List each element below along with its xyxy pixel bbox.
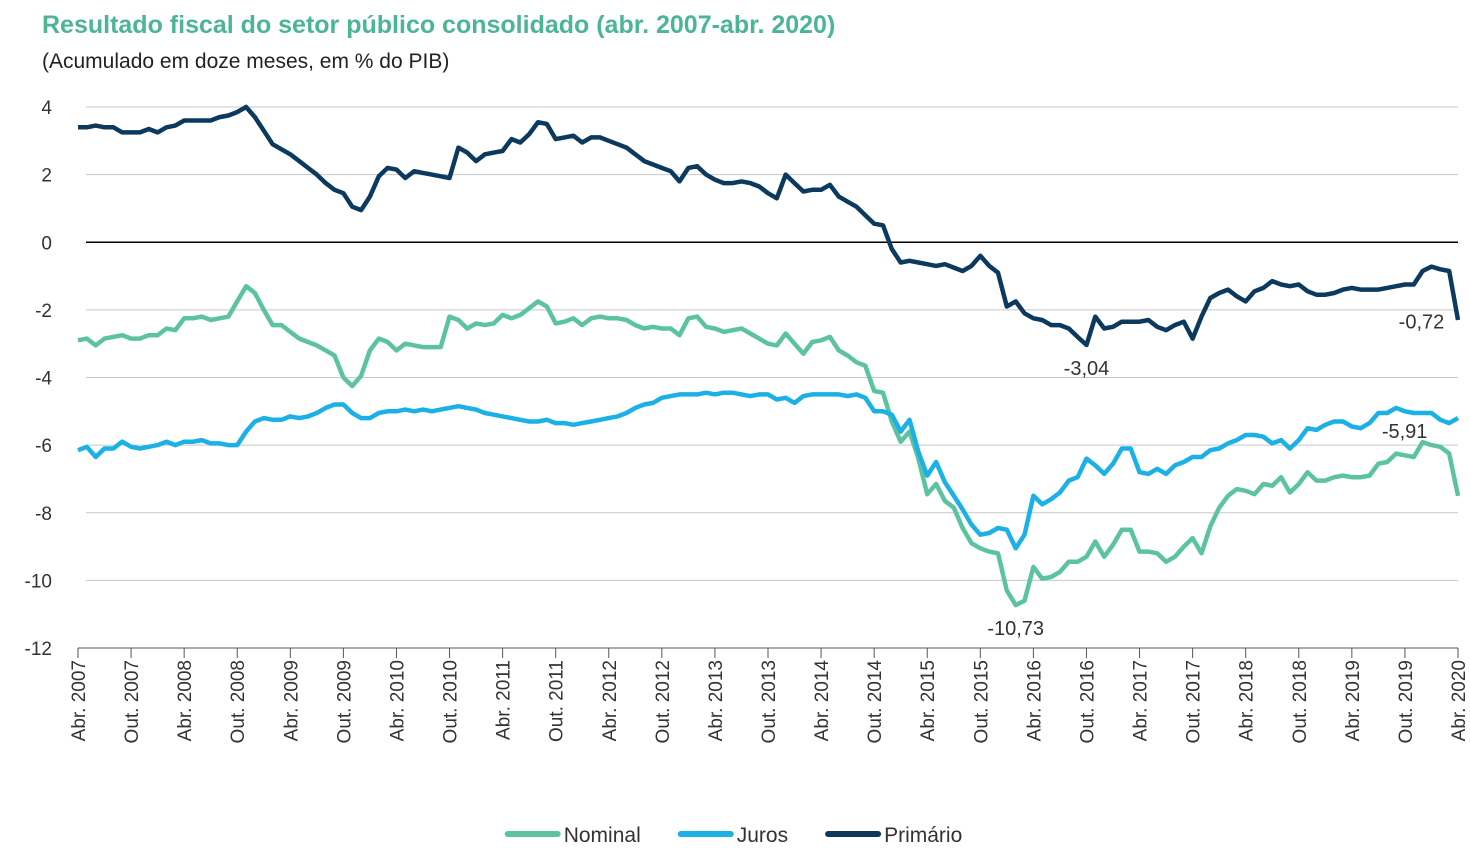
x-tick-label: Out. 2017 <box>1184 660 1205 743</box>
series-line <box>77 283 1461 608</box>
x-tick-label: Out. 2016 <box>1077 660 1098 743</box>
data-label: -3,04 <box>1064 358 1110 380</box>
x-tick-label: Abr. 2010 <box>387 660 408 741</box>
x-tick-label: Abr. 2019 <box>1343 660 1364 741</box>
y-tick-label: -12 <box>25 639 52 660</box>
x-tick-label: Out. 2007 <box>122 660 143 743</box>
x-tick-label: Abr. 2017 <box>1131 660 1152 741</box>
legend-label: Juros <box>737 824 788 847</box>
x-tick-label: Abr. 2009 <box>281 660 302 741</box>
x-tick-label: Abr. 2015 <box>918 660 939 741</box>
series-line <box>77 390 1460 551</box>
x-tick-label: Out. 2012 <box>653 660 674 743</box>
chart-subtitle: (Acumulado em doze meses, em % do PIB) <box>42 50 449 73</box>
x-tick-label: Abr. 2007 <box>69 660 90 741</box>
x-tick-label: Out. 2008 <box>228 660 249 743</box>
data-label: -0,72 <box>1399 312 1445 334</box>
x-tick-label: Out. 2015 <box>971 660 992 743</box>
y-tick-label: -4 <box>35 369 52 390</box>
y-tick-label: 4 <box>41 98 52 119</box>
series-line <box>78 104 1461 348</box>
y-tick-label: -2 <box>35 301 52 322</box>
y-tick-label: -8 <box>35 504 52 525</box>
x-tick-label: Out. 2010 <box>441 660 462 743</box>
data-label: -10,73 <box>987 618 1044 640</box>
x-tick-label: Out. 2011 <box>547 660 568 742</box>
y-tick-label: -10 <box>25 571 52 592</box>
x-tick-label: Abr. 2008 <box>175 660 196 741</box>
chart-title: Resultado fiscal do setor público consol… <box>42 11 835 39</box>
x-tick-label: Out. 2009 <box>334 660 355 743</box>
legend-label: Nominal <box>564 824 641 847</box>
x-tick-label: Abr. 2018 <box>1237 660 1258 741</box>
x-tick-label: Abr. 2013 <box>706 660 727 741</box>
x-tick-label: Abr. 2016 <box>1024 660 1045 741</box>
x-tick-label: Abr. 2020 <box>1449 660 1470 741</box>
legend-label: Primário <box>884 824 962 847</box>
x-tick-label: Out. 2013 <box>759 660 780 743</box>
y-tick-label: -6 <box>35 436 52 457</box>
x-tick-label: Abr. 2012 <box>600 660 621 741</box>
x-tick-label: Out. 2019 <box>1396 660 1417 743</box>
x-tick-label: Out. 2018 <box>1290 660 1311 743</box>
x-tick-label: Abr. 2011 <box>494 660 515 740</box>
y-tick-label: 2 <box>41 166 52 187</box>
x-tick-label: Out. 2014 <box>865 660 886 744</box>
x-tick-label: Abr. 2014 <box>812 660 833 742</box>
data-label: -5,91 <box>1382 421 1428 443</box>
y-tick-label: 0 <box>41 233 52 254</box>
